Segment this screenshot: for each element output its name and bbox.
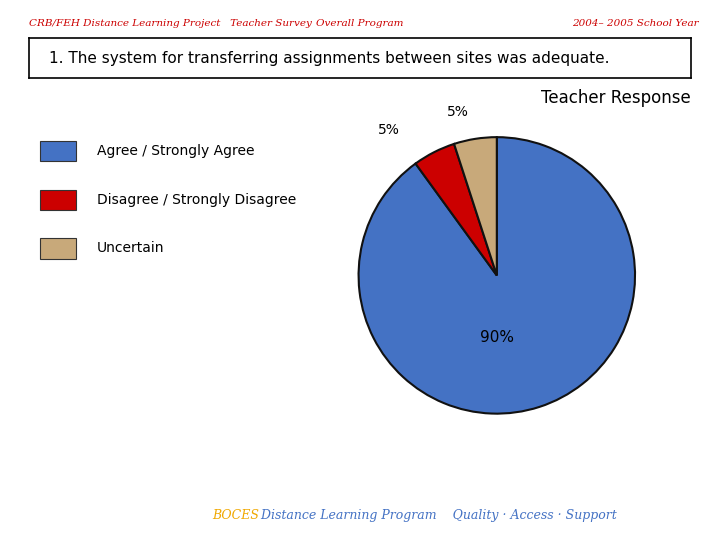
Text: 5%: 5% — [447, 105, 469, 119]
Text: Agree / Strongly Agree: Agree / Strongly Agree — [97, 144, 255, 158]
Text: BOCES: BOCES — [212, 509, 259, 522]
Text: Overall Program: Overall Program — [316, 19, 404, 28]
Text: CRB/FEH Distance Learning Project   Teacher Survey: CRB/FEH Distance Learning Project Teache… — [29, 19, 312, 28]
Text: Distance Learning Program    Quality · Access · Support: Distance Learning Program Quality · Acce… — [253, 509, 617, 522]
Text: Disagree / Strongly Disagree: Disagree / Strongly Disagree — [97, 193, 297, 207]
Text: 2004– 2005 School Year: 2004– 2005 School Year — [572, 19, 698, 28]
Text: 90%: 90% — [480, 330, 514, 345]
Wedge shape — [454, 137, 497, 275]
Text: Uncertain: Uncertain — [97, 241, 165, 255]
Text: Teacher Response: Teacher Response — [541, 89, 691, 107]
Wedge shape — [415, 144, 497, 275]
Text: 1. The system for transferring assignments between sites was adequate.: 1. The system for transferring assignmen… — [49, 51, 609, 65]
Wedge shape — [359, 137, 635, 414]
Text: 5%: 5% — [378, 123, 400, 137]
